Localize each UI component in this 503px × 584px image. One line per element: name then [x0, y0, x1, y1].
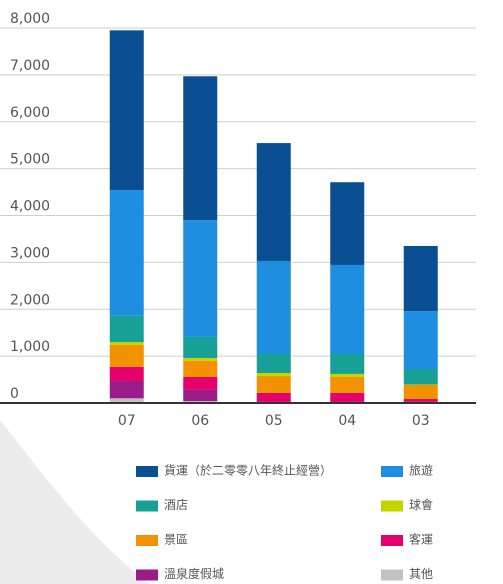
legend-label: 景區: [164, 533, 188, 547]
bar-segment: [183, 358, 218, 361]
bar-segment: [403, 369, 438, 385]
bar-segment: [256, 373, 291, 377]
legend-swatch: [136, 500, 158, 512]
bar-segment: [256, 392, 291, 402]
bar-segment: [256, 354, 291, 373]
bar-segment: [330, 392, 365, 402]
legend-swatch: [381, 500, 403, 512]
x-tick-label: 03: [412, 413, 430, 429]
legend-label: 貨運（於二零零八年終止經營）: [164, 463, 332, 478]
x-tick-label: 05: [265, 413, 283, 429]
legend-swatch: [381, 535, 403, 546]
bar-segment: [109, 30, 144, 191]
y-tick-label: 2,000: [10, 292, 50, 308]
bar-segment: [109, 380, 144, 399]
legend-swatch: [381, 569, 403, 581]
bar-segment: [109, 344, 144, 367]
bar-segment: [330, 354, 365, 374]
legend-label: 球會: [409, 498, 433, 512]
x-tick-label: 06: [191, 413, 209, 429]
bar-segment: [183, 220, 218, 337]
bar-segment: [109, 342, 144, 345]
y-tick-label: 7,000: [10, 58, 50, 74]
y-tick-label: 3,000: [10, 245, 50, 261]
bar-segment: [109, 366, 144, 381]
bar-segment: [183, 360, 218, 377]
bar-segment: [183, 76, 218, 221]
legend-swatch: [136, 569, 158, 581]
legend-label: 溫泉度假城: [164, 566, 224, 581]
legend-swatch: [136, 466, 158, 477]
bar-segment: [403, 245, 438, 312]
x-tick-label: 07: [118, 413, 136, 429]
bar-segment: [109, 315, 144, 343]
bar-segment: [330, 182, 365, 265]
y-tick-label: 1,000: [10, 339, 50, 355]
y-tick-label: 5,000: [10, 152, 50, 168]
y-tick-label: 4,000: [10, 199, 50, 215]
bar-segment: [256, 143, 291, 261]
bar-segment: [330, 376, 365, 393]
legend-swatch: [381, 466, 403, 477]
bar-segment: [403, 384, 438, 400]
bar-segment: [330, 264, 365, 355]
bar-segment: [109, 190, 144, 316]
y-tick-label: 8,000: [10, 11, 50, 27]
background-shape: [0, 420, 150, 584]
legend-label: 酒店: [164, 498, 188, 512]
bar-segment: [256, 260, 291, 355]
bar-segment: [183, 336, 218, 358]
y-tick-label: 6,000: [10, 105, 50, 121]
bar-segment: [183, 376, 218, 390]
legend-swatch: [136, 535, 158, 546]
y-tick-label: 0: [10, 386, 19, 402]
x-tick-label: 04: [338, 413, 356, 429]
bar-segment: [256, 376, 291, 393]
bar-segment: [109, 398, 144, 403]
legend-label: 客運: [409, 532, 433, 547]
bar-segment: [403, 399, 438, 402]
legend-label: 其他: [409, 567, 433, 581]
bar-segment: [330, 373, 365, 377]
bar-segment: [183, 389, 218, 402]
bar-segment: [403, 311, 438, 370]
legend-label: 旅遊: [409, 463, 433, 478]
